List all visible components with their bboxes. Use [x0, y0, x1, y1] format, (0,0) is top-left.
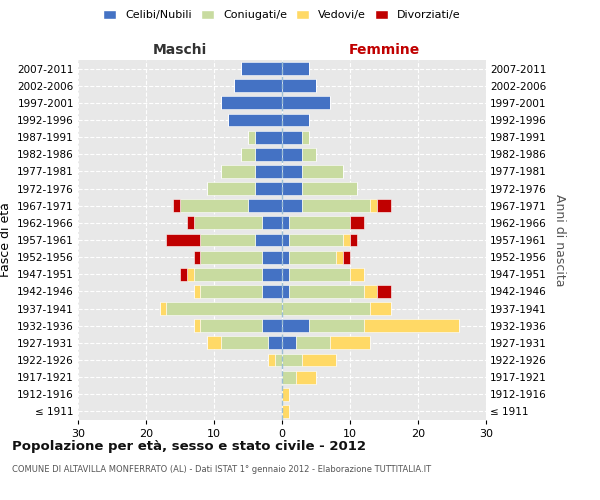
Bar — [282, 354, 302, 366]
Bar — [282, 285, 289, 298]
Bar — [262, 320, 282, 332]
Bar — [262, 250, 282, 264]
Bar — [370, 200, 377, 212]
Bar — [282, 268, 289, 280]
Bar — [194, 268, 262, 280]
Bar — [241, 148, 255, 160]
Y-axis label: Anni di nascita: Anni di nascita — [553, 194, 566, 286]
Legend: Celibi/Nubili, Coniugati/e, Vedovi/e, Divorziati/e: Celibi/Nubili, Coniugati/e, Vedovi/e, Di… — [99, 6, 465, 25]
Bar — [282, 405, 289, 418]
Bar — [289, 250, 337, 264]
Bar — [194, 250, 200, 264]
Bar — [364, 320, 459, 332]
Bar — [282, 336, 296, 349]
Bar — [302, 354, 337, 366]
Bar — [262, 216, 282, 230]
Bar — [180, 268, 187, 280]
Bar — [207, 336, 221, 349]
Bar — [241, 62, 282, 75]
Bar — [282, 370, 296, 384]
Bar — [166, 234, 200, 246]
Bar — [302, 130, 309, 143]
Bar — [194, 216, 262, 230]
Bar — [302, 148, 316, 160]
Bar — [200, 234, 255, 246]
Bar — [364, 285, 377, 298]
Bar — [207, 182, 255, 195]
Bar — [255, 148, 282, 160]
Bar — [350, 234, 357, 246]
Bar — [343, 234, 350, 246]
Bar — [350, 216, 364, 230]
Bar — [282, 182, 302, 195]
Bar — [180, 200, 248, 212]
Bar — [221, 165, 255, 178]
Bar — [248, 200, 282, 212]
Bar — [221, 336, 268, 349]
Bar — [302, 200, 370, 212]
Bar — [227, 114, 282, 126]
Bar — [248, 130, 255, 143]
Bar — [282, 130, 302, 143]
Bar — [282, 62, 309, 75]
Bar — [377, 285, 391, 298]
Bar — [282, 320, 309, 332]
Y-axis label: Fasce di età: Fasce di età — [0, 202, 11, 278]
Bar — [194, 285, 200, 298]
Bar — [187, 268, 194, 280]
Bar — [289, 234, 343, 246]
Text: Maschi: Maschi — [153, 44, 207, 58]
Bar — [370, 302, 391, 315]
Bar — [282, 165, 302, 178]
Bar — [221, 96, 282, 110]
Bar — [296, 370, 316, 384]
Bar — [160, 302, 166, 315]
Bar — [282, 148, 302, 160]
Bar — [262, 285, 282, 298]
Bar — [377, 200, 391, 212]
Bar — [255, 165, 282, 178]
Text: COMUNE DI ALTAVILLA MONFERRATO (AL) - Dati ISTAT 1° gennaio 2012 - Elaborazione : COMUNE DI ALTAVILLA MONFERRATO (AL) - Da… — [12, 465, 431, 474]
Bar — [282, 302, 370, 315]
Bar — [255, 182, 282, 195]
Bar — [282, 114, 309, 126]
Bar — [200, 320, 262, 332]
Bar — [282, 96, 329, 110]
Bar — [282, 80, 316, 92]
Bar — [194, 320, 200, 332]
Bar — [302, 182, 357, 195]
Bar — [289, 285, 364, 298]
Bar — [343, 250, 350, 264]
Bar — [262, 268, 282, 280]
Bar — [255, 234, 282, 246]
Bar — [350, 268, 364, 280]
Bar — [289, 216, 350, 230]
Bar — [302, 165, 343, 178]
Bar — [282, 234, 289, 246]
Bar — [282, 200, 302, 212]
Bar — [309, 320, 364, 332]
Bar — [329, 336, 370, 349]
Bar — [173, 200, 180, 212]
Bar — [235, 80, 282, 92]
Bar — [289, 268, 350, 280]
Bar — [296, 336, 329, 349]
Bar — [268, 336, 282, 349]
Text: Popolazione per età, sesso e stato civile - 2012: Popolazione per età, sesso e stato civil… — [12, 440, 366, 453]
Bar — [255, 130, 282, 143]
Text: Femmine: Femmine — [349, 44, 419, 58]
Bar — [282, 250, 289, 264]
Bar — [337, 250, 343, 264]
Bar — [282, 388, 289, 400]
Bar — [282, 216, 289, 230]
Bar — [200, 250, 262, 264]
Bar — [187, 216, 194, 230]
Bar — [268, 354, 275, 366]
Bar — [166, 302, 282, 315]
Bar — [200, 285, 262, 298]
Bar — [275, 354, 282, 366]
